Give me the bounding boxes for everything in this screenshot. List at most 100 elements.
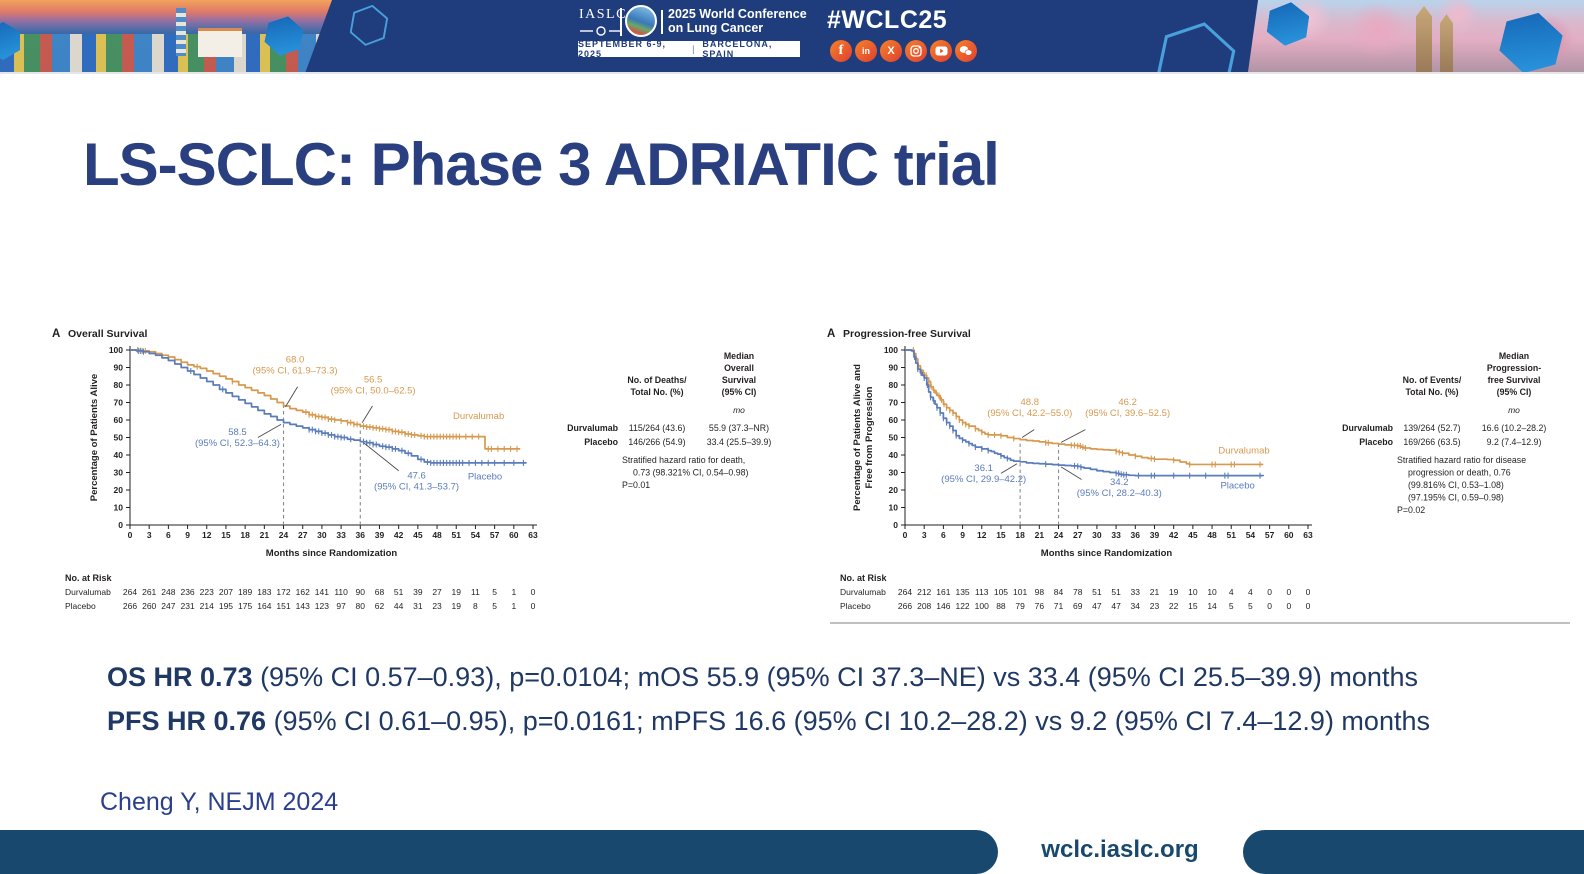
svg-text:169/266 (63.5): 169/266 (63.5) bbox=[1403, 437, 1460, 447]
x-twitter-icon[interactable]: X bbox=[880, 40, 902, 62]
instagram-icon[interactable] bbox=[905, 40, 927, 62]
svg-text:27: 27 bbox=[432, 587, 442, 597]
wechat-icon[interactable] bbox=[955, 40, 977, 62]
svg-text:6: 6 bbox=[166, 530, 171, 540]
svg-text:No. of Deaths/: No. of Deaths/ bbox=[627, 375, 687, 385]
svg-text:(95% CI, 42.2–55.0): (95% CI, 42.2–55.0) bbox=[987, 408, 1072, 419]
svg-text:No. of Events/: No. of Events/ bbox=[1403, 375, 1462, 385]
svg-text:195: 195 bbox=[219, 601, 233, 611]
footer-url[interactable]: wclc.iaslc.org bbox=[1041, 836, 1199, 863]
svg-text:51: 51 bbox=[1092, 587, 1102, 597]
hexagon-outline-icon bbox=[350, 4, 388, 46]
svg-text:266: 266 bbox=[898, 601, 912, 611]
svg-text:18: 18 bbox=[1015, 530, 1025, 540]
svg-text:45: 45 bbox=[1188, 530, 1198, 540]
svg-text:231: 231 bbox=[180, 601, 194, 611]
svg-text:36: 36 bbox=[356, 530, 366, 540]
svg-text:139/264 (52.7): 139/264 (52.7) bbox=[1403, 423, 1460, 433]
svg-text:9: 9 bbox=[185, 530, 190, 540]
svg-text:151: 151 bbox=[276, 601, 290, 611]
svg-text:88: 88 bbox=[996, 601, 1006, 611]
svg-text:50: 50 bbox=[114, 433, 124, 443]
date-location-bar: SEPTEMBER 6-9, 2025 | BARCELONA, SPAIN bbox=[578, 39, 800, 59]
iaslc-emblem-icon bbox=[580, 26, 622, 36]
svg-text:58.5: 58.5 bbox=[228, 427, 247, 438]
svg-text:36.1: 36.1 bbox=[974, 463, 993, 474]
svg-text:161: 161 bbox=[936, 587, 950, 597]
svg-text:162: 162 bbox=[296, 587, 310, 597]
svg-text:30: 30 bbox=[317, 530, 327, 540]
svg-text:Placebo: Placebo bbox=[1220, 480, 1254, 491]
svg-text:0: 0 bbox=[1286, 601, 1291, 611]
svg-text:264: 264 bbox=[123, 587, 137, 597]
svg-text:208: 208 bbox=[917, 601, 931, 611]
cathedral-spire-icon bbox=[1440, 14, 1453, 72]
svg-text:264: 264 bbox=[898, 587, 912, 597]
svg-text:Placebo: Placebo bbox=[1359, 437, 1393, 447]
svg-text:164: 164 bbox=[257, 601, 271, 611]
conference-date: SEPTEMBER 6-9, 2025 bbox=[578, 39, 667, 59]
svg-text:62: 62 bbox=[375, 601, 385, 611]
svg-text:Placebo: Placebo bbox=[468, 472, 502, 483]
svg-text:(95% CI, 29.9–42.2): (95% CI, 29.9–42.2) bbox=[941, 474, 1026, 485]
youtube-icon[interactable] bbox=[930, 40, 952, 62]
svg-text:50: 50 bbox=[889, 433, 899, 443]
conference-title-line1: 2025 World Conference bbox=[668, 7, 807, 21]
facebook-icon[interactable]: f bbox=[830, 40, 852, 62]
svg-text:33: 33 bbox=[1131, 587, 1141, 597]
svg-text:34.2: 34.2 bbox=[1110, 477, 1129, 488]
svg-text:60: 60 bbox=[509, 530, 519, 540]
svg-text:54: 54 bbox=[1246, 530, 1256, 540]
os-hr-bold: OS HR 0.73 bbox=[107, 662, 253, 692]
svg-text:21: 21 bbox=[1150, 587, 1160, 597]
svg-text:47: 47 bbox=[1092, 601, 1102, 611]
svg-text:90: 90 bbox=[356, 587, 366, 597]
pfs-summary-line: PFS HR 0.76 (95% CI 0.61–0.95), p=0.0161… bbox=[107, 706, 1430, 737]
svg-text:260: 260 bbox=[142, 601, 156, 611]
conference-hashtag: #WCLC25 bbox=[827, 6, 948, 34]
overall-survival-chart: A Overall Survival01020304050607080901000… bbox=[52, 328, 771, 611]
svg-text:183: 183 bbox=[257, 587, 271, 597]
svg-text:60: 60 bbox=[114, 415, 124, 425]
svg-text:42: 42 bbox=[1169, 530, 1179, 540]
svg-text:Durvalumab: Durvalumab bbox=[1218, 445, 1269, 456]
svg-text:51: 51 bbox=[1227, 530, 1237, 540]
os-km-figure: A Overall Survival 0 10 20 30 40 50 60 70 80 90 100 0… bbox=[45, 323, 800, 640]
svg-text:P=0.02: P=0.02 bbox=[1397, 505, 1425, 515]
svg-text:39: 39 bbox=[375, 530, 385, 540]
svg-text:47: 47 bbox=[1111, 601, 1121, 611]
svg-text:12: 12 bbox=[202, 530, 212, 540]
svg-text:Total No. (%): Total No. (%) bbox=[630, 387, 683, 397]
pfs-km-figure: A Progression-free Survival 0 10 20 30 40 50 60 7… bbox=[820, 323, 1575, 640]
svg-text:175: 175 bbox=[238, 601, 252, 611]
svg-text:0: 0 bbox=[531, 601, 536, 611]
svg-text:Stratified hazard ratio for di: Stratified hazard ratio for disease bbox=[1397, 455, 1526, 465]
svg-text:1: 1 bbox=[511, 587, 516, 597]
svg-text:45: 45 bbox=[413, 530, 423, 540]
svg-text:Progression-: Progression- bbox=[1487, 363, 1541, 373]
conference-title-line2: on Lung Cancer bbox=[668, 21, 764, 35]
svg-text:105: 105 bbox=[994, 587, 1008, 597]
svg-text:Free from Progression: Free from Progression bbox=[864, 386, 875, 488]
svg-text:34: 34 bbox=[1131, 601, 1141, 611]
svg-text:5: 5 bbox=[492, 587, 497, 597]
building-decoration bbox=[198, 28, 242, 57]
svg-text:100: 100 bbox=[884, 345, 898, 355]
svg-text:Placebo: Placebo bbox=[840, 601, 871, 611]
svg-text:54: 54 bbox=[471, 530, 481, 540]
svg-text:100: 100 bbox=[109, 345, 123, 355]
conference-location: BARCELONA, SPAIN bbox=[702, 39, 773, 59]
svg-text:Overall Survival: Overall Survival bbox=[68, 328, 147, 340]
svg-text:84: 84 bbox=[1054, 587, 1064, 597]
pfs-hr-bold: PFS HR 0.76 bbox=[107, 706, 267, 736]
svg-text:80: 80 bbox=[889, 380, 899, 390]
svg-text:Median: Median bbox=[724, 351, 754, 361]
svg-text:10: 10 bbox=[1188, 587, 1198, 597]
svg-text:0: 0 bbox=[903, 530, 908, 540]
linkedin-icon[interactable]: in bbox=[855, 40, 877, 62]
svg-text:123: 123 bbox=[315, 601, 329, 611]
divider bbox=[661, 10, 663, 34]
svg-text:10: 10 bbox=[889, 503, 899, 513]
svg-text:23: 23 bbox=[432, 601, 442, 611]
